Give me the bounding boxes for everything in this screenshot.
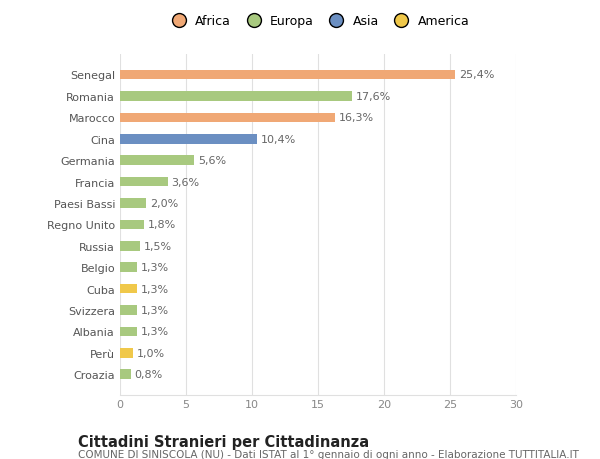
Text: 1,5%: 1,5% <box>144 241 172 251</box>
Bar <box>120 134 257 144</box>
Bar <box>120 284 137 294</box>
Bar <box>120 156 194 166</box>
Text: 0,8%: 0,8% <box>134 369 163 380</box>
Bar <box>120 92 352 101</box>
Text: 1,3%: 1,3% <box>141 284 169 294</box>
Text: Cittadini Stranieri per Cittadinanza: Cittadini Stranieri per Cittadinanza <box>78 434 369 449</box>
Bar <box>120 199 146 208</box>
Bar <box>120 113 335 123</box>
Text: 25,4%: 25,4% <box>459 70 494 80</box>
Text: 5,6%: 5,6% <box>198 156 226 166</box>
Text: 1,3%: 1,3% <box>141 263 169 273</box>
Text: 1,8%: 1,8% <box>148 220 176 230</box>
Bar <box>120 241 140 251</box>
Text: 2,0%: 2,0% <box>151 199 179 208</box>
Bar <box>120 369 131 379</box>
Text: 10,4%: 10,4% <box>261 134 296 145</box>
Bar <box>120 306 137 315</box>
Text: 1,3%: 1,3% <box>141 327 169 337</box>
Text: 17,6%: 17,6% <box>356 92 392 102</box>
Bar <box>120 71 455 80</box>
Text: 3,6%: 3,6% <box>172 177 200 187</box>
Legend: Africa, Europa, Asia, America: Africa, Europa, Asia, America <box>161 11 475 34</box>
Text: 1,3%: 1,3% <box>141 305 169 315</box>
Text: 16,3%: 16,3% <box>339 113 374 123</box>
Bar <box>120 263 137 273</box>
Bar <box>120 327 137 336</box>
Bar <box>120 220 144 230</box>
Text: 1,0%: 1,0% <box>137 348 165 358</box>
Text: COMUNE DI SINISCOLA (NU) - Dati ISTAT al 1° gennaio di ogni anno - Elaborazione : COMUNE DI SINISCOLA (NU) - Dati ISTAT al… <box>78 449 579 459</box>
Bar <box>120 177 167 187</box>
Bar <box>120 348 133 358</box>
